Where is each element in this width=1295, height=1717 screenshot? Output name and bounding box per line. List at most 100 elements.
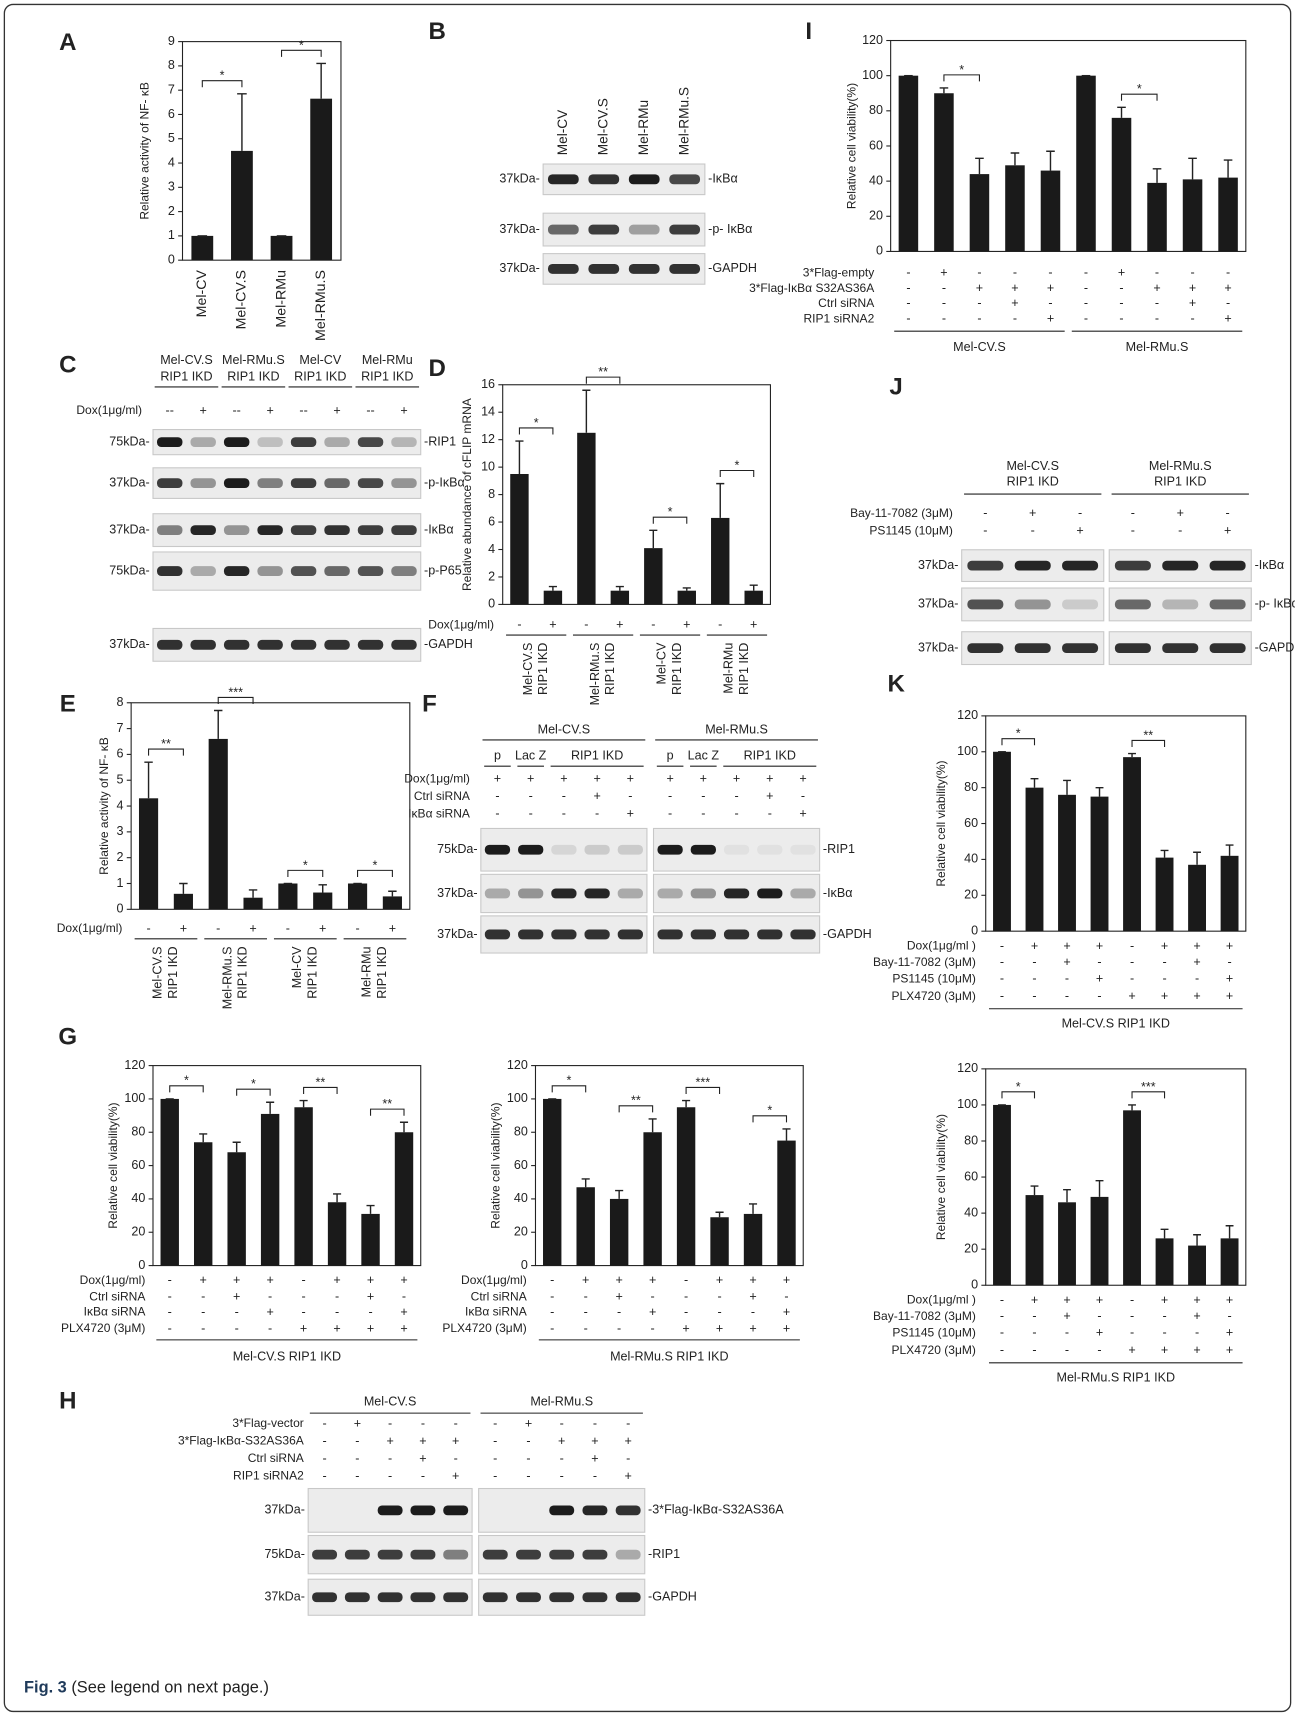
condition-sign: + (333, 1321, 340, 1335)
group-label: Mel-RMu (722, 643, 736, 694)
size-marker: 37kDa- (499, 222, 539, 236)
bar (777, 1140, 796, 1266)
protein-label: -GAPDH (648, 1590, 697, 1604)
condition-sign: + (266, 1305, 273, 1319)
condition-sign: + (1031, 939, 1038, 953)
condition-sign: - (906, 281, 910, 295)
band (584, 844, 610, 855)
band (549, 1549, 575, 1560)
condition-sign: - (1226, 296, 1230, 310)
condition-sign: + (1193, 1293, 1200, 1307)
condition-sign: - (454, 1451, 458, 1465)
size-marker: 37kDa- (264, 1503, 304, 1517)
condition-sign: - (235, 1305, 239, 1319)
condition-sign: + (783, 1273, 790, 1287)
plot-frame (181, 41, 342, 261)
condition-label: Ctrl siRNA (818, 296, 874, 310)
condition-sign: - (1130, 1326, 1134, 1340)
band (312, 1505, 337, 1515)
condition-label: 3*Flag-vector (232, 1416, 303, 1430)
condition-sign: + (1063, 1309, 1070, 1323)
band (410, 1505, 436, 1516)
condition-sign: + (560, 772, 567, 786)
condition-label: Dox(1μg/ml) (76, 403, 142, 417)
condition-sign: - (1000, 1326, 1004, 1340)
y-tick-label: 40 (514, 1191, 528, 1205)
band (657, 888, 683, 899)
bar (1025, 1195, 1044, 1286)
band (967, 599, 1004, 610)
condition-sign: - (1097, 1343, 1101, 1357)
condition-sign: + (1161, 1293, 1168, 1307)
condition-sign: - (1178, 524, 1182, 538)
size-marker: 37kDa- (499, 172, 539, 186)
condition-sign: - (626, 1451, 630, 1465)
significance-bracket (685, 1086, 721, 1095)
condition-sign: - (526, 1434, 530, 1448)
condition-sign: + (1153, 281, 1160, 295)
band (391, 478, 417, 489)
band (290, 478, 317, 489)
caption-label: Fig. 3 (24, 1679, 67, 1697)
significance-label: * (303, 858, 308, 872)
condition-sign: + (615, 1273, 622, 1287)
condition-sign: + (549, 617, 556, 631)
x-tick-label: Mel-CV.S (234, 270, 250, 329)
band (690, 844, 716, 855)
condition-sign: - (977, 312, 981, 326)
y-axis-label: Relative cell viability(%) (934, 760, 948, 886)
condition-label: Ctrl siRNA (471, 1289, 527, 1303)
y-tick-label: 20 (964, 1241, 978, 1255)
band (443, 1549, 469, 1560)
bar (993, 1104, 1011, 1286)
condition-sign: - (201, 1305, 205, 1319)
condition-sign: - (1119, 281, 1123, 295)
lane-label: Mel-RMu (636, 100, 651, 155)
band (344, 1592, 370, 1603)
condition-sign: - (1078, 506, 1082, 520)
group-label: Mel-RMu.S RIP1 IKD (610, 1350, 729, 1364)
group-label: Mel-CV.S (151, 946, 165, 999)
subgroup-label: RIP1 IKD (571, 749, 623, 763)
condition-sign: - (626, 1416, 630, 1430)
condition-sign: + (799, 772, 806, 786)
error-bar (214, 709, 223, 739)
bar (993, 751, 1011, 932)
condition-sign: - (1097, 989, 1101, 1003)
bar (310, 98, 333, 261)
band (617, 929, 643, 940)
band (190, 437, 216, 448)
band (1014, 643, 1051, 654)
band (588, 174, 620, 185)
protein-label: -p-IκBα (424, 475, 465, 489)
bar (644, 548, 663, 605)
condition-label: PS1145 (10μM) (869, 523, 953, 537)
condition-sign: + (593, 789, 600, 803)
condition-sign: - (977, 266, 981, 280)
band (516, 1505, 541, 1515)
condition-sign: - (1031, 524, 1035, 538)
band (582, 1592, 608, 1603)
condition-sign: - (493, 1469, 497, 1483)
band (615, 1592, 641, 1603)
band (549, 1505, 575, 1516)
group-label: Mel-CV (299, 353, 341, 367)
error-bar (1225, 844, 1234, 856)
condition-sign: - (1131, 506, 1135, 520)
condition-sign: + (180, 921, 187, 935)
condition-sign: + (624, 1434, 631, 1448)
subgroup-label: Lac Z (688, 749, 720, 763)
condition-sign: - (1195, 1326, 1199, 1340)
condition-label: Dox(1μg/ml) (461, 1273, 527, 1287)
band (588, 264, 620, 274)
y-axis-label: Relative cell viability(%) (106, 1102, 120, 1228)
significance-bracket (169, 1085, 204, 1093)
condition-sign: + (1226, 1293, 1233, 1307)
bar (193, 1142, 213, 1266)
bar (934, 93, 954, 252)
condition-sign: -- (299, 403, 307, 417)
bar (138, 798, 159, 910)
group-label: Mel-RMu (360, 946, 374, 997)
group-label: RIP1 IKD (603, 643, 617, 695)
bar (1218, 177, 1238, 252)
